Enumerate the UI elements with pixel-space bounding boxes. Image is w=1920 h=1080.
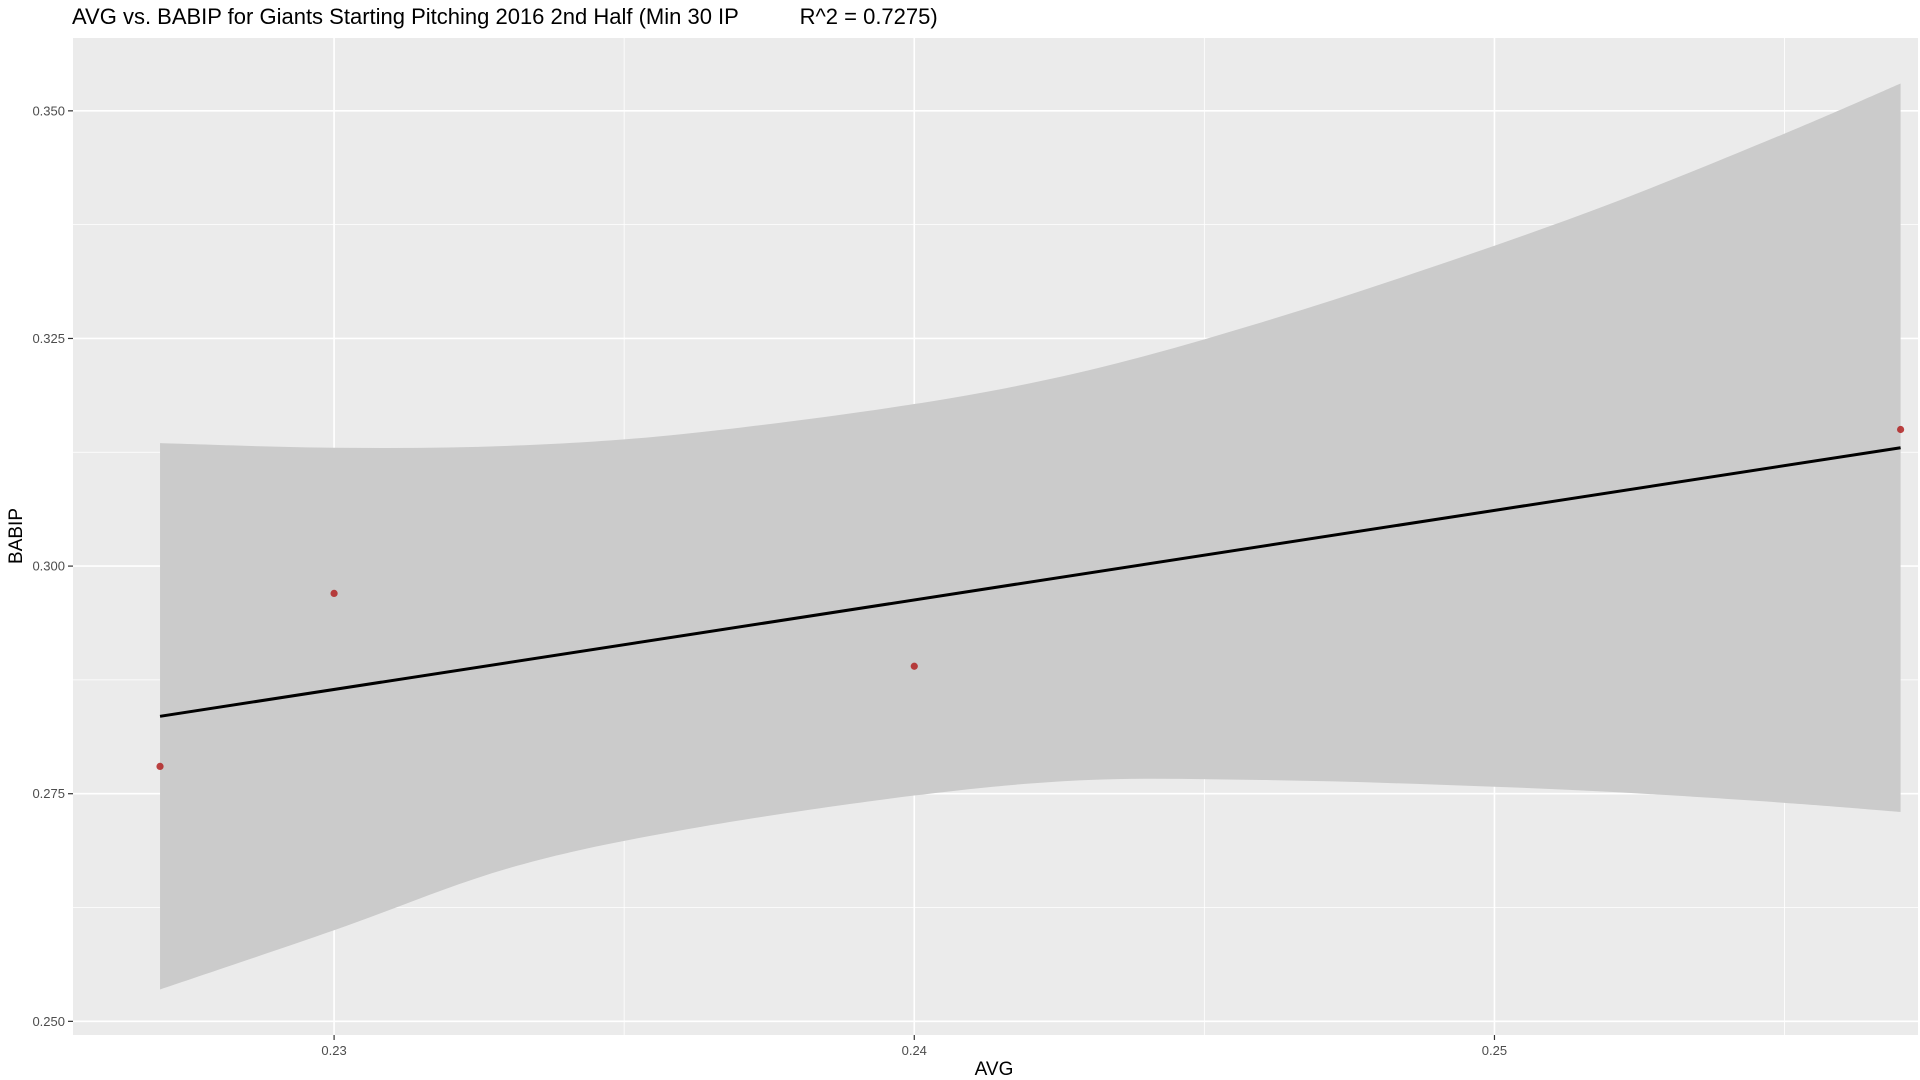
chart-title: AVG vs. BABIP for Giants Starting Pitchi… [72,4,938,29]
y-tick-label: 0.350 [32,103,65,118]
y-tick-label: 0.300 [32,559,65,574]
x-tick-label: 0.23 [321,1043,346,1058]
y-tick-label: 0.275 [32,786,65,801]
x-tick-label: 0.25 [1482,1043,1507,1058]
x-axis-label: AVG [975,1059,1014,1080]
data-point [910,662,918,670]
data-point [156,762,164,771]
confidence-band [160,83,1901,990]
y-axis-ticks: 0.250 0.275 0.300 0.325 0.350 [32,103,73,1029]
y-tick-label: 0.250 [32,1014,65,1029]
data-point [330,589,338,598]
x-tick-label: 0.24 [902,1043,927,1058]
data-point [1896,425,1905,434]
regression-line [159,446,1901,718]
y-tick-label: 0.325 [32,331,65,346]
data-points [156,425,1905,771]
x-axis-ticks: 0.23 0.24 0.25 [321,1035,1507,1058]
y-axis-label: BABIP [6,508,27,564]
